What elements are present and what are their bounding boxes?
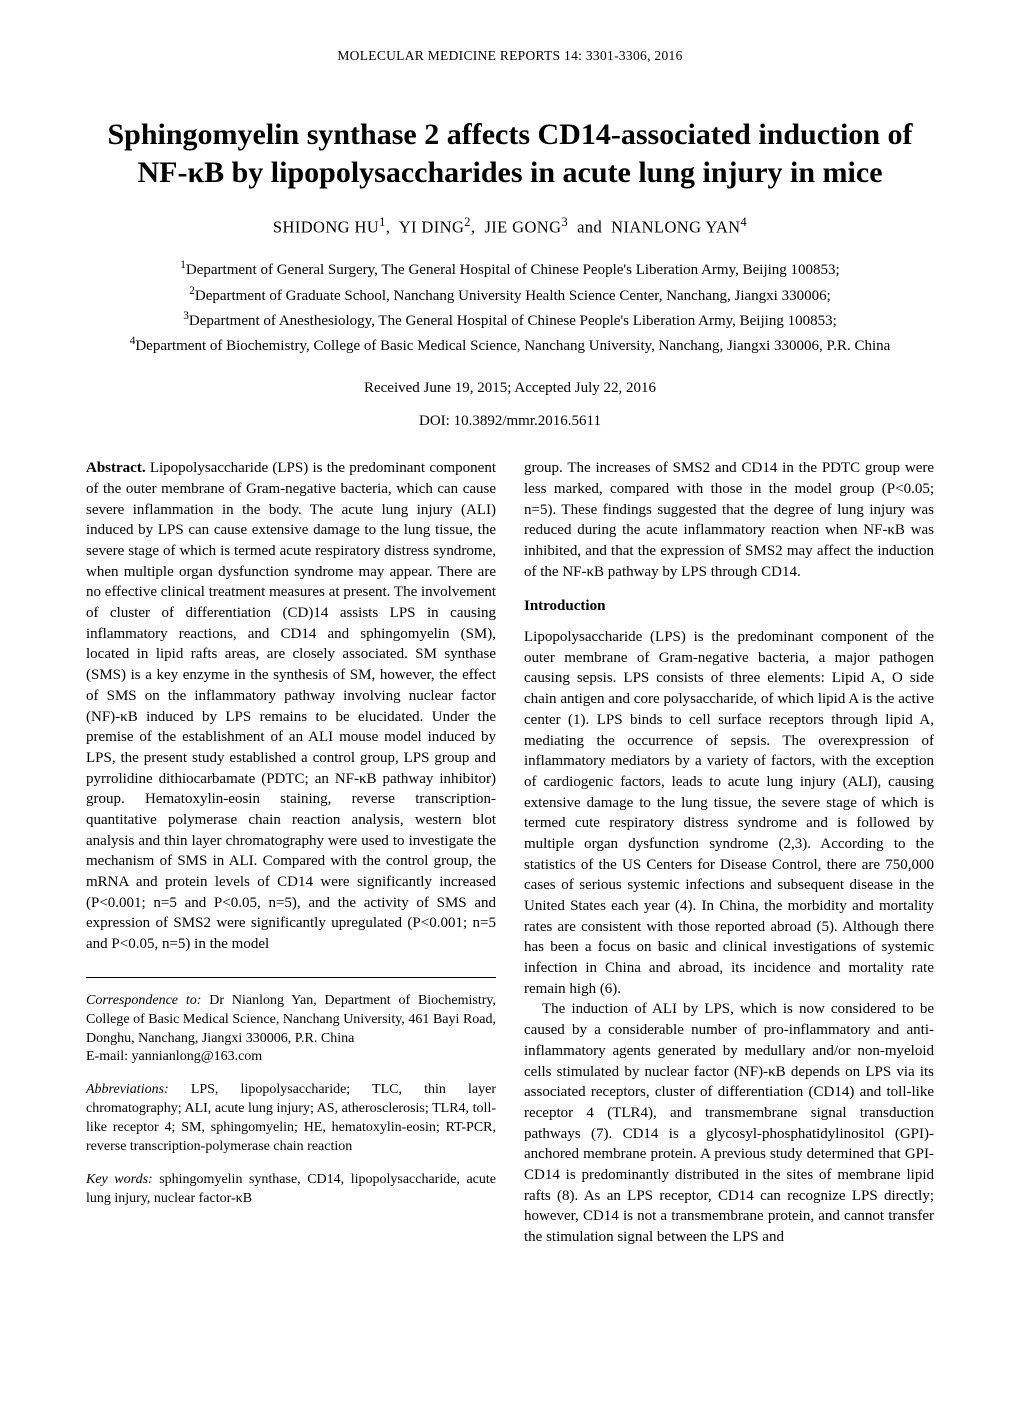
keywords-block: Key words: sphingomyelin synthase, CD14,… — [86, 1171, 496, 1209]
abstract-continued: group. The increases of SMS2 and CD14 in… — [524, 458, 934, 582]
correspondence-label: Correspondence to: — [86, 993, 209, 1008]
running-head: MOLECULAR MEDICINE REPORTS 14: 3301-3306… — [86, 48, 934, 64]
affiliations: 1Department of General Surgery, The Gene… — [95, 257, 925, 358]
abbreviations-block: Abbreviations: LPS, lipopolysaccharide; … — [86, 1081, 496, 1157]
footnote-divider — [86, 977, 496, 978]
correspondence-email: E-mail: yannianlong@163.com — [86, 1049, 262, 1064]
abstract-paragraph: Abstract. Lipopolysaccharide (LPS) is th… — [86, 458, 496, 955]
keywords-label: Key words: — [86, 1172, 159, 1187]
abbreviations-label: Abbreviations: — [86, 1082, 191, 1097]
abstract-text: Lipopolysaccharide (LPS) is the predomin… — [86, 460, 496, 952]
right-column: group. The increases of SMS2 and CD14 in… — [524, 458, 934, 1247]
introduction-heading: Introduction — [524, 596, 934, 617]
authors-line: SHIDONG HU1, YI DING2, JIE GONG3 and NIA… — [86, 215, 934, 238]
received-accepted: Received June 19, 2015; Accepted July 22… — [86, 380, 934, 397]
article-title: Sphingomyelin synthase 2 affects CD14-as… — [96, 116, 924, 193]
doi: DOI: 10.3892/mmr.2016.5611 — [86, 413, 934, 430]
two-column-body: Abstract. Lipopolysaccharide (LPS) is th… — [86, 458, 934, 1247]
page: MOLECULAR MEDICINE REPORTS 14: 3301-3306… — [0, 0, 1020, 1288]
abstract-label: Abstract. — [86, 460, 146, 476]
correspondence-block: Correspondence to: Dr Nianlong Yan, Depa… — [86, 992, 496, 1068]
left-column: Abstract. Lipopolysaccharide (LPS) is th… — [86, 458, 496, 1247]
introduction-paragraph-2: The induction of ALI by LPS, which is no… — [524, 999, 934, 1247]
introduction-paragraph-1: Lipopolysaccharide (LPS) is the predomin… — [524, 627, 934, 999]
